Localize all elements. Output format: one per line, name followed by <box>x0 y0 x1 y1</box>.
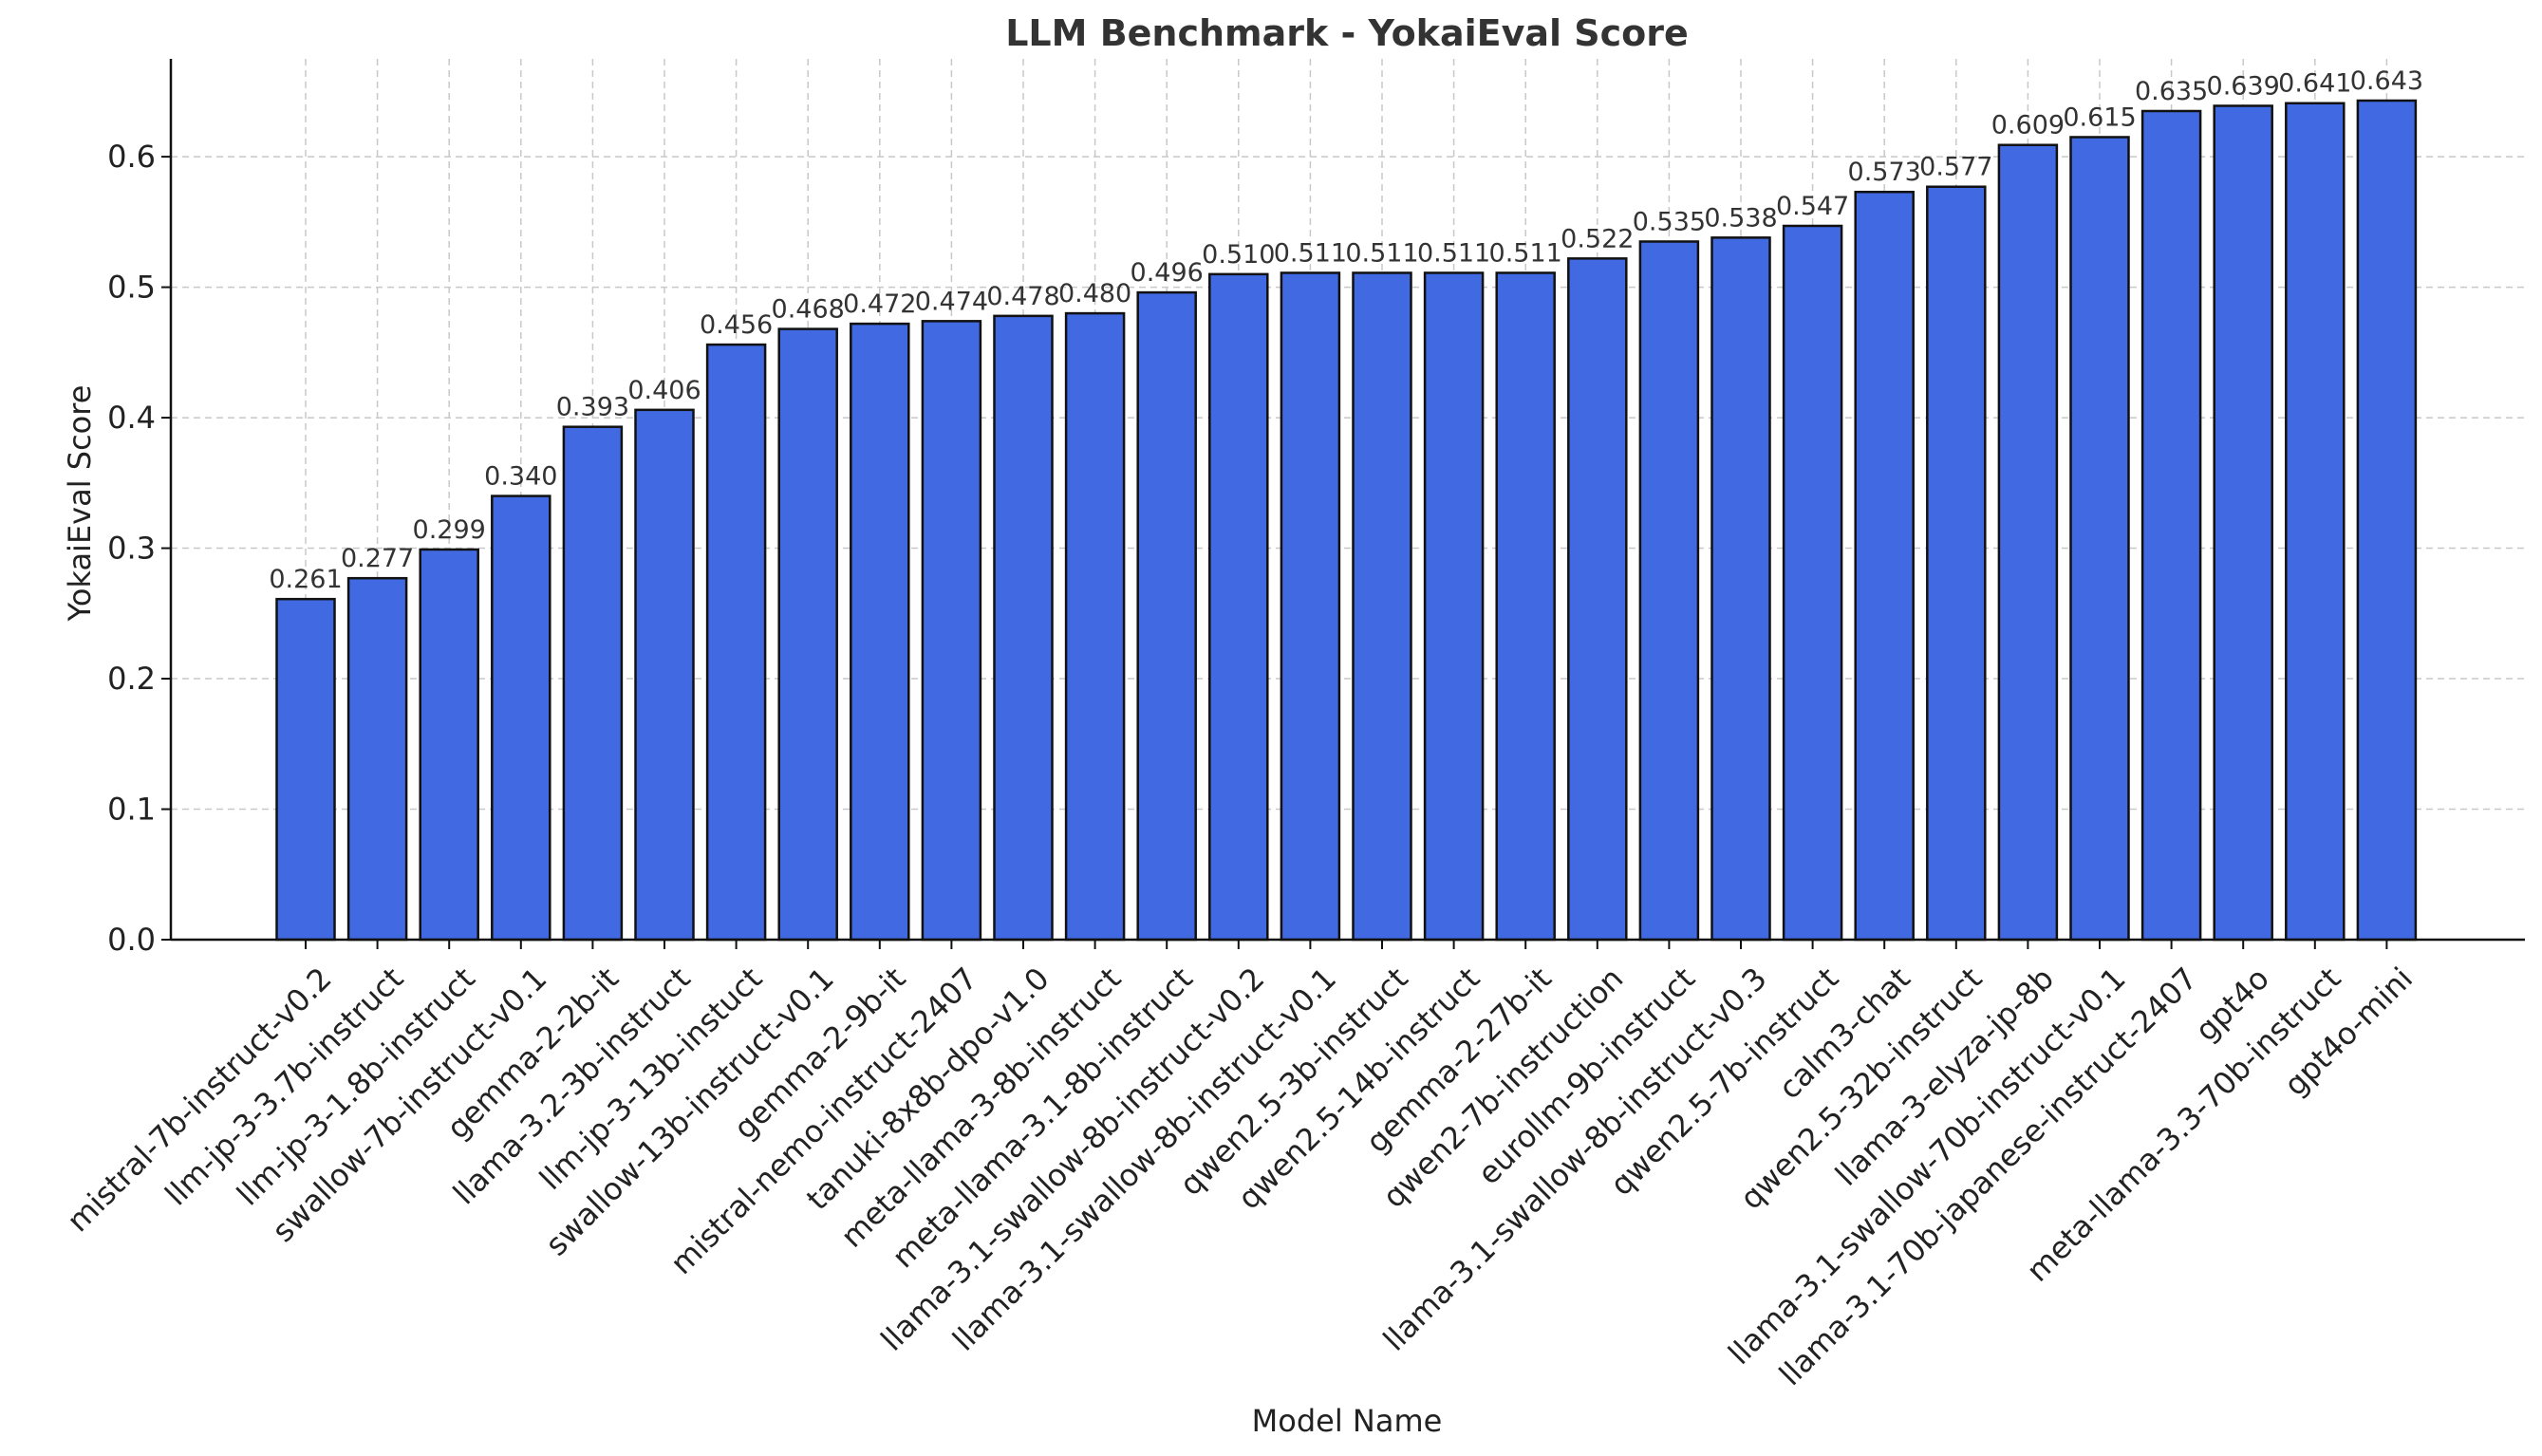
bar-value-label: 0.511 <box>1345 238 1418 268</box>
bar <box>921 320 982 942</box>
chart-title: LLM Benchmark - YokaiEval Score <box>1005 12 1689 54</box>
bar-value-label: 0.511 <box>1274 238 1347 268</box>
bar-value-label: 0.538 <box>1704 203 1777 233</box>
bar-value-label: 0.609 <box>1991 111 2065 140</box>
bar <box>1208 272 1269 942</box>
bar <box>1567 257 1628 942</box>
bar-value-label: 0.577 <box>1919 153 1992 182</box>
bar <box>993 314 1054 942</box>
bar-value-label: 0.511 <box>1417 238 1490 268</box>
y-tick-label: 0.0 <box>107 922 156 958</box>
bar-value-label: 0.511 <box>1489 238 1562 268</box>
bar <box>419 548 479 942</box>
bar <box>1710 236 1771 942</box>
bar <box>562 425 624 942</box>
bar <box>2285 102 2346 942</box>
bar <box>1423 271 1485 942</box>
bar-value-label: 0.639 <box>2207 71 2280 101</box>
bar <box>1997 143 2059 942</box>
bar-value-label: 0.340 <box>484 462 557 492</box>
bar <box>777 327 838 942</box>
bar <box>1495 271 1556 942</box>
bar-value-label: 0.535 <box>1633 207 1706 236</box>
bar-value-label: 0.480 <box>1058 279 1131 308</box>
bar <box>1854 190 1915 942</box>
bar <box>1782 224 1843 942</box>
bar-value-label: 0.635 <box>2135 77 2208 106</box>
bar-value-label: 0.522 <box>1561 224 1634 253</box>
y-axis-ticks: 0.0 0.1 0.2 0.3 0.4 0.5 0.6 <box>107 139 171 958</box>
bar-value-label: 0.641 <box>2278 69 2351 99</box>
bar-value-label: 0.277 <box>341 544 414 573</box>
bar-value-label: 0.573 <box>1848 158 1921 187</box>
y-tick-label: 0.2 <box>107 661 156 697</box>
bar-value-label: 0.478 <box>986 282 1059 311</box>
bar-value-label: 0.547 <box>1776 192 1849 221</box>
bar <box>850 322 910 942</box>
bar <box>1352 271 1412 942</box>
bars <box>275 99 2418 942</box>
bar-value-label: 0.406 <box>627 376 701 405</box>
bar-value-label: 0.299 <box>413 515 486 545</box>
bar-value-label: 0.456 <box>700 310 773 340</box>
y-tick-label: 0.3 <box>107 531 156 567</box>
bar-value-label: 0.510 <box>1202 240 1275 270</box>
bar <box>1926 185 1987 942</box>
bar-value-label: 0.496 <box>1131 258 1204 288</box>
bar <box>1064 311 1126 942</box>
bar <box>491 495 551 942</box>
bar-value-label: 0.468 <box>772 295 845 325</box>
x-axis-label: Model Name <box>1252 1403 1443 1439</box>
bar <box>275 597 336 942</box>
axes <box>169 59 2525 942</box>
bar-value-label: 0.474 <box>915 287 988 316</box>
bar <box>346 576 408 942</box>
bar-value-label: 0.643 <box>2350 66 2423 96</box>
bar-value-label: 0.261 <box>269 565 342 594</box>
y-tick-label: 0.1 <box>107 792 156 828</box>
bar-value-label: 0.393 <box>556 393 629 422</box>
bar <box>2213 104 2273 942</box>
y-tick-label: 0.4 <box>107 400 156 436</box>
bar <box>1136 290 1197 942</box>
bar <box>2356 99 2418 942</box>
y-axis-label: YokaiEval Score <box>62 385 98 623</box>
y-tick-label: 0.5 <box>107 270 156 306</box>
bar <box>2069 136 2130 942</box>
bar-value-label: 0.472 <box>843 289 916 319</box>
bar <box>1280 271 1341 942</box>
bar <box>2140 109 2202 942</box>
bar <box>1638 240 1700 942</box>
bar <box>634 408 695 942</box>
bar <box>705 343 767 942</box>
bar-value-label: 0.615 <box>2063 103 2136 132</box>
x-axis-ticks: mistral-7b-instruct-v0.2llm-jp-3-3.7b-in… <box>60 940 2420 1392</box>
y-tick-label: 0.6 <box>107 139 156 175</box>
